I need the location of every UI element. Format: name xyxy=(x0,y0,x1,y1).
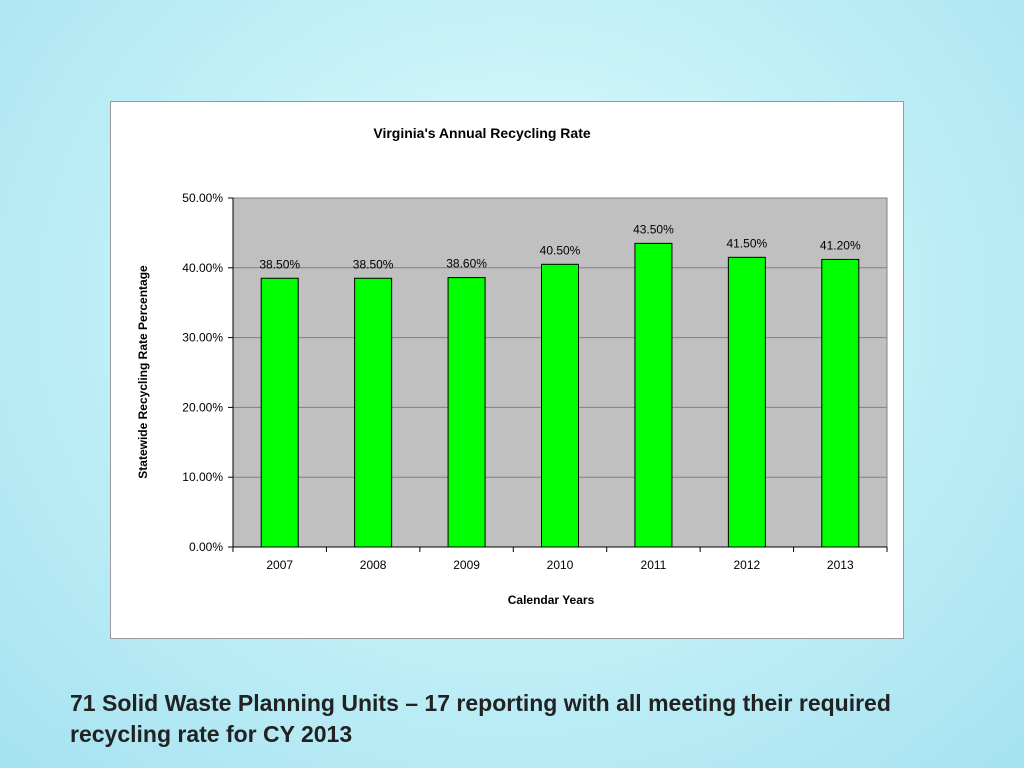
data-label-2007: 38.50% xyxy=(259,257,300,271)
bar-chart: Virginia's Annual Recycling Rate 0.00% 10… xyxy=(136,125,888,607)
slide-caption: 71 Solid Waste Planning Units – 17 repor… xyxy=(70,690,891,747)
x-tick-label: 2009 xyxy=(453,558,480,572)
bar-2011 xyxy=(634,242,673,548)
bar-2008 xyxy=(354,277,393,548)
x-axis-title: Calendar Years xyxy=(508,593,595,607)
data-label-2009: 38.60% xyxy=(446,257,487,271)
bar-2013 xyxy=(821,258,860,548)
y-tick-label: 0.00% xyxy=(189,540,223,554)
y-tick-label: 50.00% xyxy=(182,191,223,205)
bar-2012 xyxy=(727,256,766,548)
x-tick-label: 2008 xyxy=(360,558,387,572)
chart-panel: Virginia's Annual Recycling Rate 0.00% 10… xyxy=(110,101,904,639)
y-tick-label: 20.00% xyxy=(182,400,223,414)
x-tick-label: 2010 xyxy=(547,558,574,572)
y-tick-label: 10.00% xyxy=(182,470,223,484)
bar-2009 xyxy=(447,277,486,548)
x-tick-label: 2012 xyxy=(734,558,761,572)
data-label-2011: 43.50% xyxy=(633,222,674,236)
bars xyxy=(260,242,860,548)
y-axis-title: Statewide Recycling Rate Percentage xyxy=(136,265,150,479)
x-tick-label: 2007 xyxy=(266,558,293,572)
data-label-2013: 41.20% xyxy=(820,238,861,252)
bar-2007 xyxy=(260,277,299,548)
y-tick-label: 30.00% xyxy=(182,331,223,345)
data-label-2010: 40.50% xyxy=(540,243,581,257)
bar-2010 xyxy=(541,263,579,548)
data-label-2012: 41.50% xyxy=(727,236,768,250)
y-tick-label: 40.00% xyxy=(182,261,223,275)
x-tick-label: 2011 xyxy=(641,558,667,572)
chart-title: Virginia's Annual Recycling Rate xyxy=(373,125,590,141)
data-labels: 38.50% 38.50% 38.60% 40.50% 43.50% 41.50% 41.2… xyxy=(259,222,861,271)
x-tick-label: 2013 xyxy=(827,558,854,572)
axes: 0.00% 10.00% 20.00% 30.00% 40.00% 50.00% 2007 2… xyxy=(182,191,888,572)
data-label-2008: 38.50% xyxy=(353,257,394,271)
